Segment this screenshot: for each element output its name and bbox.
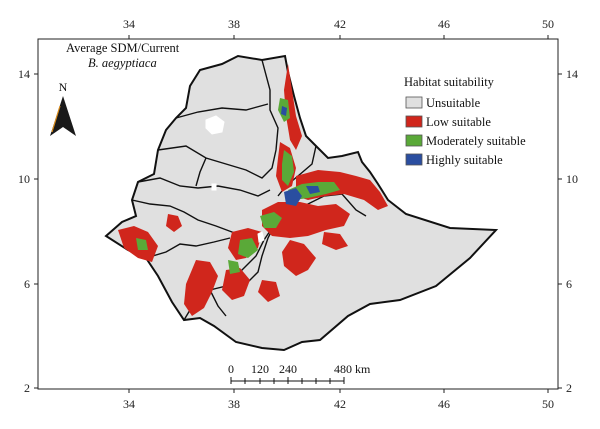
north-label: N [59,80,68,94]
legend-swatch-high [405,153,423,166]
graticule-ticks [34,35,562,393]
north-arrow: N [50,80,76,136]
lon-tick-bottom-46: 46 [438,397,450,411]
lon-tick-bottom-38: 38 [228,397,240,411]
lakes [205,115,265,243]
map-title: Average SDM/Current [66,41,180,55]
lat-tick-right-14: 14 [566,67,578,81]
scale-label-480: 480 km [334,362,371,376]
lat-tick-left-10: 10 [18,172,30,186]
scale-label-0: 0 [228,362,234,376]
legend-swatch-low [405,115,423,128]
legend-swatch-moderate [405,134,423,147]
scale-bar: 0 120 240 480 km [228,362,371,384]
lon-tick-top-50: 50 [542,17,554,31]
legend-label-low: Low suitable [426,115,491,129]
highly-suitable-areas [281,106,320,206]
scale-label-240: 240 [279,362,297,376]
legend-label-moderate: Moderately suitable [426,134,526,148]
lon-tick-top-34: 34 [123,17,135,31]
legend-swatch-unsuitable [405,96,423,109]
lat-tick-left-2: 2 [24,381,30,395]
north-arrow-accent [51,105,61,133]
species-name: B. aegyptiaca [88,56,157,70]
lat-tick-right-10: 10 [566,172,578,186]
lat-tick-left-6: 6 [24,277,30,291]
legend: Habitat suitability Unsuitable Low suita… [404,75,526,167]
lon-tick-top-42: 42 [334,17,346,31]
lon-tick-bottom-34: 34 [123,397,135,411]
lat-tick-left-14: 14 [18,67,30,81]
scale-label-120: 120 [251,362,269,376]
lon-tick-top-46: 46 [438,17,450,31]
lat-tick-right-6: 6 [566,277,572,291]
legend-label-unsuitable: Unsuitable [426,96,481,110]
north-arrow-shade [63,96,76,136]
lon-tick-bottom-42: 42 [334,397,346,411]
lon-tick-bottom-50: 50 [542,397,554,411]
legend-title: Habitat suitability [404,75,495,89]
lon-tick-top-38: 38 [228,17,240,31]
lat-tick-right-2: 2 [566,381,572,395]
legend-label-high: Highly suitable [426,153,503,167]
